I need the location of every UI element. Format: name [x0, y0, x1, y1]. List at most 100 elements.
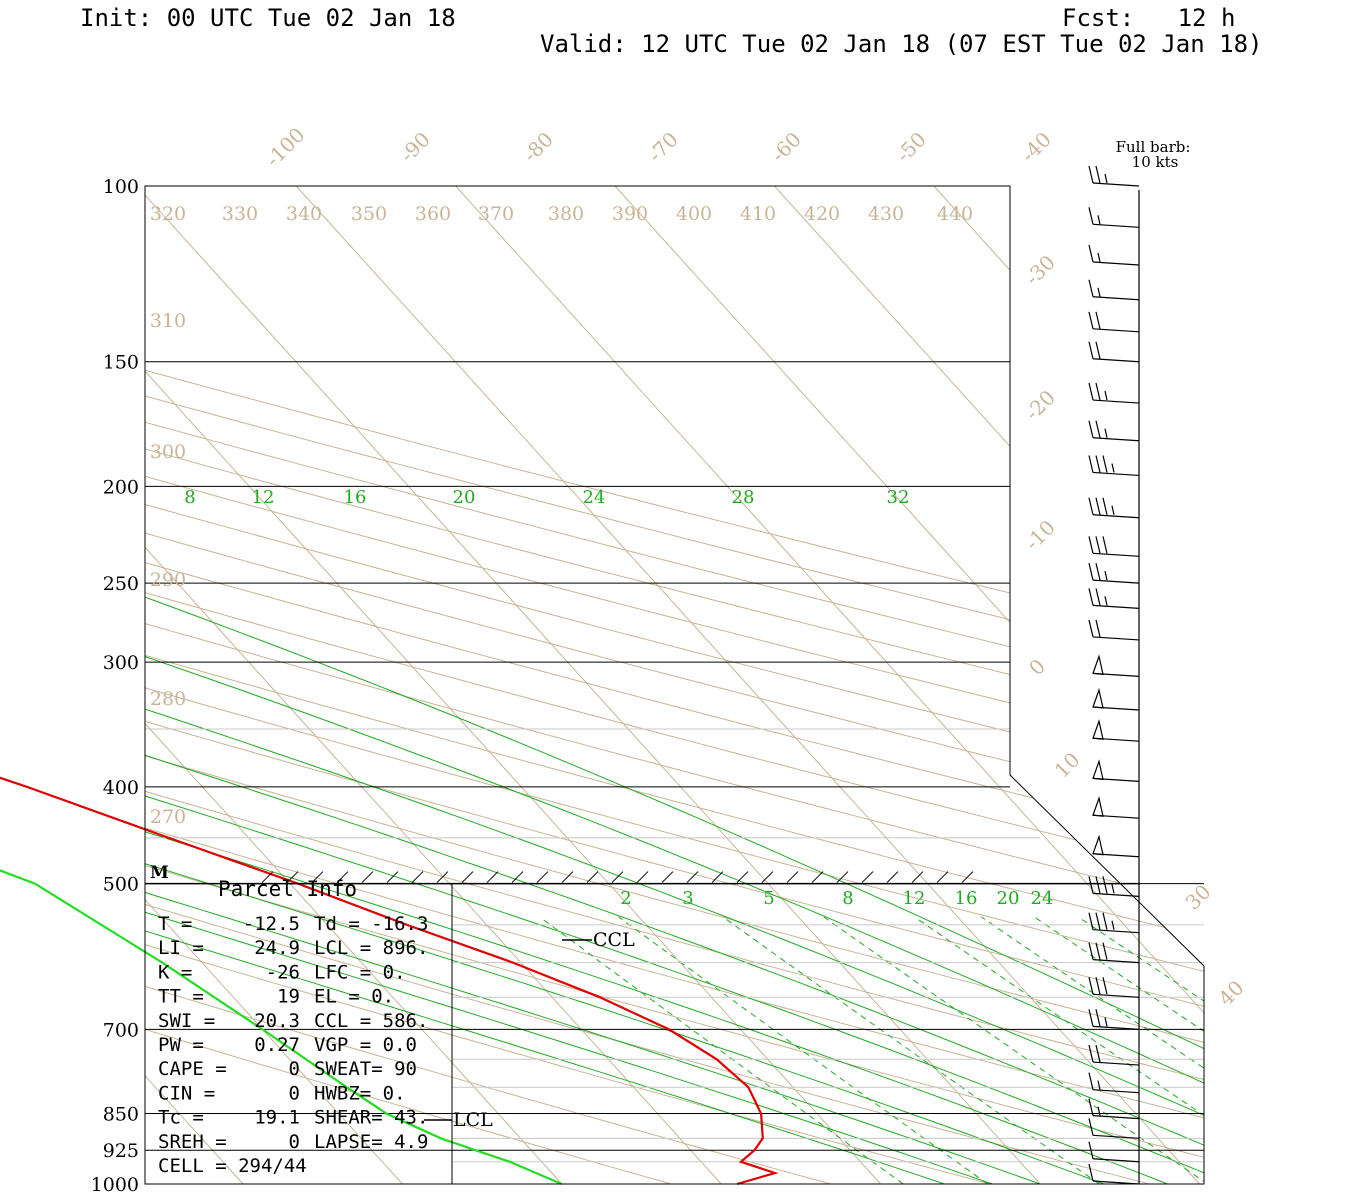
ccl-label: CCL [593, 929, 635, 951]
parcel-row-value: -26 [266, 961, 300, 983]
wind-barb [1088, 588, 1140, 609]
mixing-ratio-line [981, 916, 1204, 1184]
parcel-row-label: CAPE = [158, 1058, 227, 1080]
barb-pennant [1092, 654, 1104, 676]
barb-staff [1092, 892, 1140, 897]
theta-label: 390 [612, 203, 648, 225]
barb-staff [1092, 358, 1140, 363]
barb-staff [1092, 1134, 1140, 1139]
hatch-mark [261, 871, 274, 883]
parcel-row-right: VGP = 0.0 [314, 1034, 417, 1056]
mixing-ratio-label: 2 [620, 888, 631, 909]
isotherm-line [933, 186, 1204, 1184]
parcel-row-value: 0 [289, 1058, 300, 1080]
barb-flag [1088, 1118, 1094, 1136]
wind-barb [1088, 1118, 1140, 1139]
mixing-ratio-line [618, 916, 988, 1184]
theta-label: 290 [150, 569, 186, 591]
moist-adiabat-line [145, 186, 945, 1184]
isotherm-line [0, 186, 84, 1184]
barb-staff [1092, 471, 1140, 477]
pressure-label: 250 [103, 573, 139, 595]
barb-half-flag [1111, 505, 1115, 515]
mixing-ratio-line [539, 916, 904, 1184]
hatch-mark [786, 871, 799, 883]
barb-flag [1088, 912, 1094, 930]
barb-flag [1102, 876, 1108, 894]
barb-staff [1092, 636, 1140, 641]
parcel-row-label: CELL = 294/44 [158, 1155, 307, 1177]
theta-label: 320 [150, 203, 186, 225]
mixing-ratio-label: 12 [252, 487, 275, 508]
barb-flag [1088, 207, 1094, 225]
barb-flag [1095, 942, 1101, 960]
barb-flag [1095, 165, 1101, 184]
barb-staff [1092, 1061, 1140, 1066]
barb-flag [1088, 1009, 1094, 1027]
barb-flag [1088, 1098, 1094, 1116]
barb-staff [1092, 514, 1140, 519]
mixing-ratio-line [914, 916, 1204, 1184]
parcel-row-right: SWEAT= 90 [314, 1058, 417, 1080]
wind-barb [1088, 382, 1140, 404]
barb-half-flag [1111, 884, 1115, 894]
pressure-label: 1000 [91, 1174, 139, 1196]
parcel-row-right: HWBZ= 0. [314, 1082, 406, 1104]
wind-barb [1092, 759, 1140, 783]
wind-barb [1088, 1163, 1140, 1185]
wind-barb [1092, 654, 1140, 677]
hatch-mark [411, 871, 424, 883]
barb-flag [1102, 455, 1108, 473]
hatch-mark [711, 871, 724, 883]
parcel-row-value: -12.5 [243, 913, 300, 935]
barb-pennant [1092, 759, 1104, 781]
mixing-ratio-label: 20 [997, 888, 1020, 909]
mixing-ratio-label: 16 [344, 487, 367, 508]
wind-barb [1088, 536, 1140, 557]
parcel-row-value: 0 [289, 1082, 300, 1104]
wind-barb [1088, 619, 1140, 641]
hatch-mark [861, 871, 874, 883]
barb-half-flag [1111, 920, 1115, 930]
barb-flag [1088, 455, 1094, 473]
hatch-mark [911, 871, 924, 883]
mixing-ratio-label: 12 [903, 888, 926, 909]
barb-half-flag [1097, 1106, 1101, 1116]
mixing-ratio-label: 24 [583, 487, 606, 508]
hatch-mark [286, 871, 299, 883]
theta-label: 330 [222, 203, 258, 225]
ccl-marker: CCL [562, 929, 635, 951]
mixing-ratio-label: 28 [732, 487, 755, 508]
hatch-mark [636, 871, 649, 883]
isotherm-label: -90 [395, 127, 435, 167]
barb-half-flag [1104, 571, 1108, 581]
isotherm-label: -70 [643, 127, 683, 167]
barb-flag [1088, 341, 1094, 359]
pressure-label: 700 [103, 1019, 139, 1041]
barb-flag [1088, 977, 1094, 995]
barb-flag [1088, 1072, 1094, 1090]
barb-legend-line2: 10 kts [1132, 153, 1179, 171]
pressure-label: 500 [103, 874, 139, 896]
wind-barb [1092, 796, 1140, 819]
barb-flag [1095, 382, 1101, 401]
pressure-label: 200 [103, 476, 139, 498]
isotherm-label: 40 [1214, 976, 1249, 1011]
barb-flag [1095, 977, 1101, 995]
parcel-info-panel: Parcel Info T = -12.5 Td = -16.3 LI = 24.9 LC… [158, 877, 428, 1177]
wind-barb [1088, 1009, 1140, 1031]
barb-half-flag [1104, 596, 1108, 606]
parcel-row-right: CCL = 586. [314, 1010, 428, 1032]
barb-flag [1095, 311, 1101, 329]
barb-half-flag [1097, 252, 1101, 263]
isotherm-label: -20 [1020, 385, 1060, 425]
sounding-profiles [0, 776, 779, 1186]
barb-staff [1092, 604, 1140, 609]
parcel-row-label: Tc = [158, 1107, 204, 1129]
isotherm-label: -100 [261, 123, 310, 172]
parcel-row-value: 24.9 [254, 937, 300, 959]
barb-pennant [1092, 687, 1104, 709]
mixing-ratio-label: 8 [842, 888, 853, 909]
mixing-ratio-label: 24 [1031, 888, 1054, 909]
chart-border [144, 185, 1205, 1185]
